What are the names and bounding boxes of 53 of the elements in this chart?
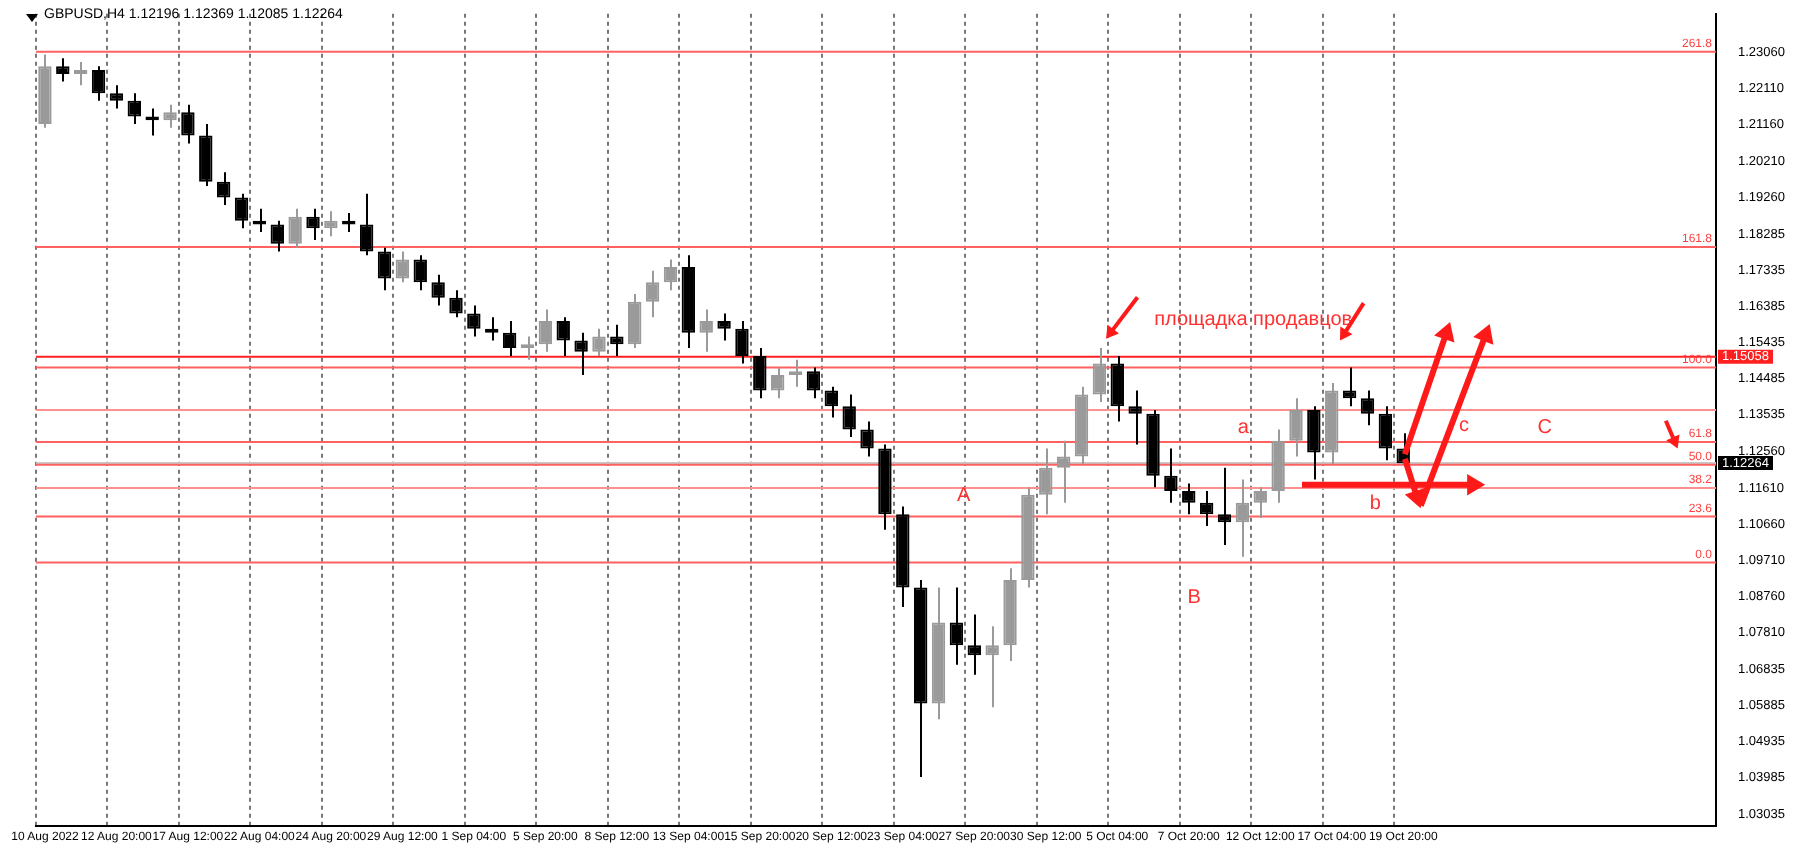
candlestick — [1271, 428, 1285, 504]
candlestick — [1253, 486, 1267, 519]
candlestick — [1164, 447, 1178, 504]
candlestick — [1128, 389, 1142, 446]
candlestick — [73, 61, 88, 87]
candlestick — [163, 103, 177, 129]
candlestick — [234, 192, 249, 230]
candlestick — [1039, 447, 1053, 516]
annotation: c — [1458, 415, 1469, 438]
candlestick — [592, 327, 606, 358]
annotation: площадка продавцов — [1154, 308, 1353, 331]
candlestick — [56, 57, 70, 83]
candlestick — [949, 586, 964, 666]
candlestick — [1092, 347, 1107, 404]
annotation: b — [1369, 492, 1381, 515]
candlestick — [842, 393, 856, 438]
candlestick — [717, 312, 731, 342]
candlestick — [753, 347, 767, 400]
candlestick — [431, 273, 445, 307]
annotation: B — [1187, 587, 1201, 610]
candlestick — [1378, 405, 1393, 462]
candlestick — [574, 331, 588, 377]
annotation: a — [1237, 417, 1249, 440]
candlestick — [1235, 478, 1250, 558]
candlestick — [1199, 489, 1214, 527]
candlestick — [824, 385, 839, 419]
candlestick — [109, 84, 124, 110]
candlestick — [1289, 397, 1303, 458]
candlestick — [449, 289, 463, 319]
candlestick — [216, 171, 231, 207]
annotation: A — [956, 484, 971, 507]
candlestick — [985, 625, 999, 709]
candlestick — [967, 613, 981, 676]
candlestick — [199, 123, 213, 188]
candlestick — [1360, 389, 1375, 427]
candlestick — [1307, 405, 1321, 481]
candlestick — [538, 308, 553, 353]
candlestick — [181, 103, 195, 145]
candlestick — [628, 293, 642, 350]
candlestick — [377, 246, 392, 292]
candlestick — [288, 207, 302, 249]
candlestick — [1217, 466, 1232, 546]
annotation: C — [1537, 417, 1552, 440]
candlestick — [467, 304, 481, 338]
candlestick — [1056, 439, 1071, 504]
candlestick — [413, 254, 427, 292]
candlestick — [699, 308, 713, 353]
candlestick — [1182, 482, 1196, 516]
candlestick — [359, 192, 374, 257]
candlestick — [306, 207, 320, 242]
candlestick — [735, 320, 749, 365]
candlestick — [1110, 355, 1124, 423]
candlestick — [91, 65, 106, 102]
